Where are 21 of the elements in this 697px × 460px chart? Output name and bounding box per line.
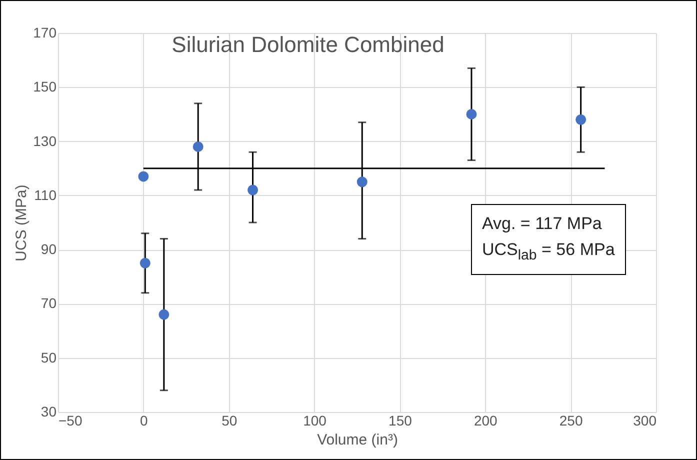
x-tick-label: 0	[140, 412, 148, 428]
annotation: Avg. = 117 MPa	[482, 213, 603, 235]
x-tick-label: 300	[633, 412, 657, 428]
y-tick-label: 130	[33, 132, 57, 149]
y-tick-label: 110	[34, 186, 57, 203]
annotation: UCS$_{lab}$ = 56 MPa	[482, 239, 615, 266]
x-tick-label: 100	[303, 412, 327, 428]
y-tick-label: 50	[40, 349, 57, 366]
y-tick-label: 30	[40, 404, 57, 420]
y-axis-title: UCS (MPa)	[13, 184, 30, 262]
x-tick-label: 150	[388, 412, 412, 428]
y-tick-label: 150	[33, 78, 57, 95]
x-axis-title: Volume (in³)	[317, 432, 398, 448]
chart-title: Silurian Dolomite Combined	[172, 32, 444, 57]
x-tick-label: 200	[474, 412, 498, 428]
y-tick-label: 90	[40, 241, 57, 258]
y-tick-label: 70	[40, 295, 57, 312]
y-tick-label: 170	[33, 24, 57, 40]
x-tick-label: −50	[58, 412, 82, 428]
x-tick-label: 50	[222, 412, 238, 428]
x-tick-label: 250	[559, 412, 583, 428]
